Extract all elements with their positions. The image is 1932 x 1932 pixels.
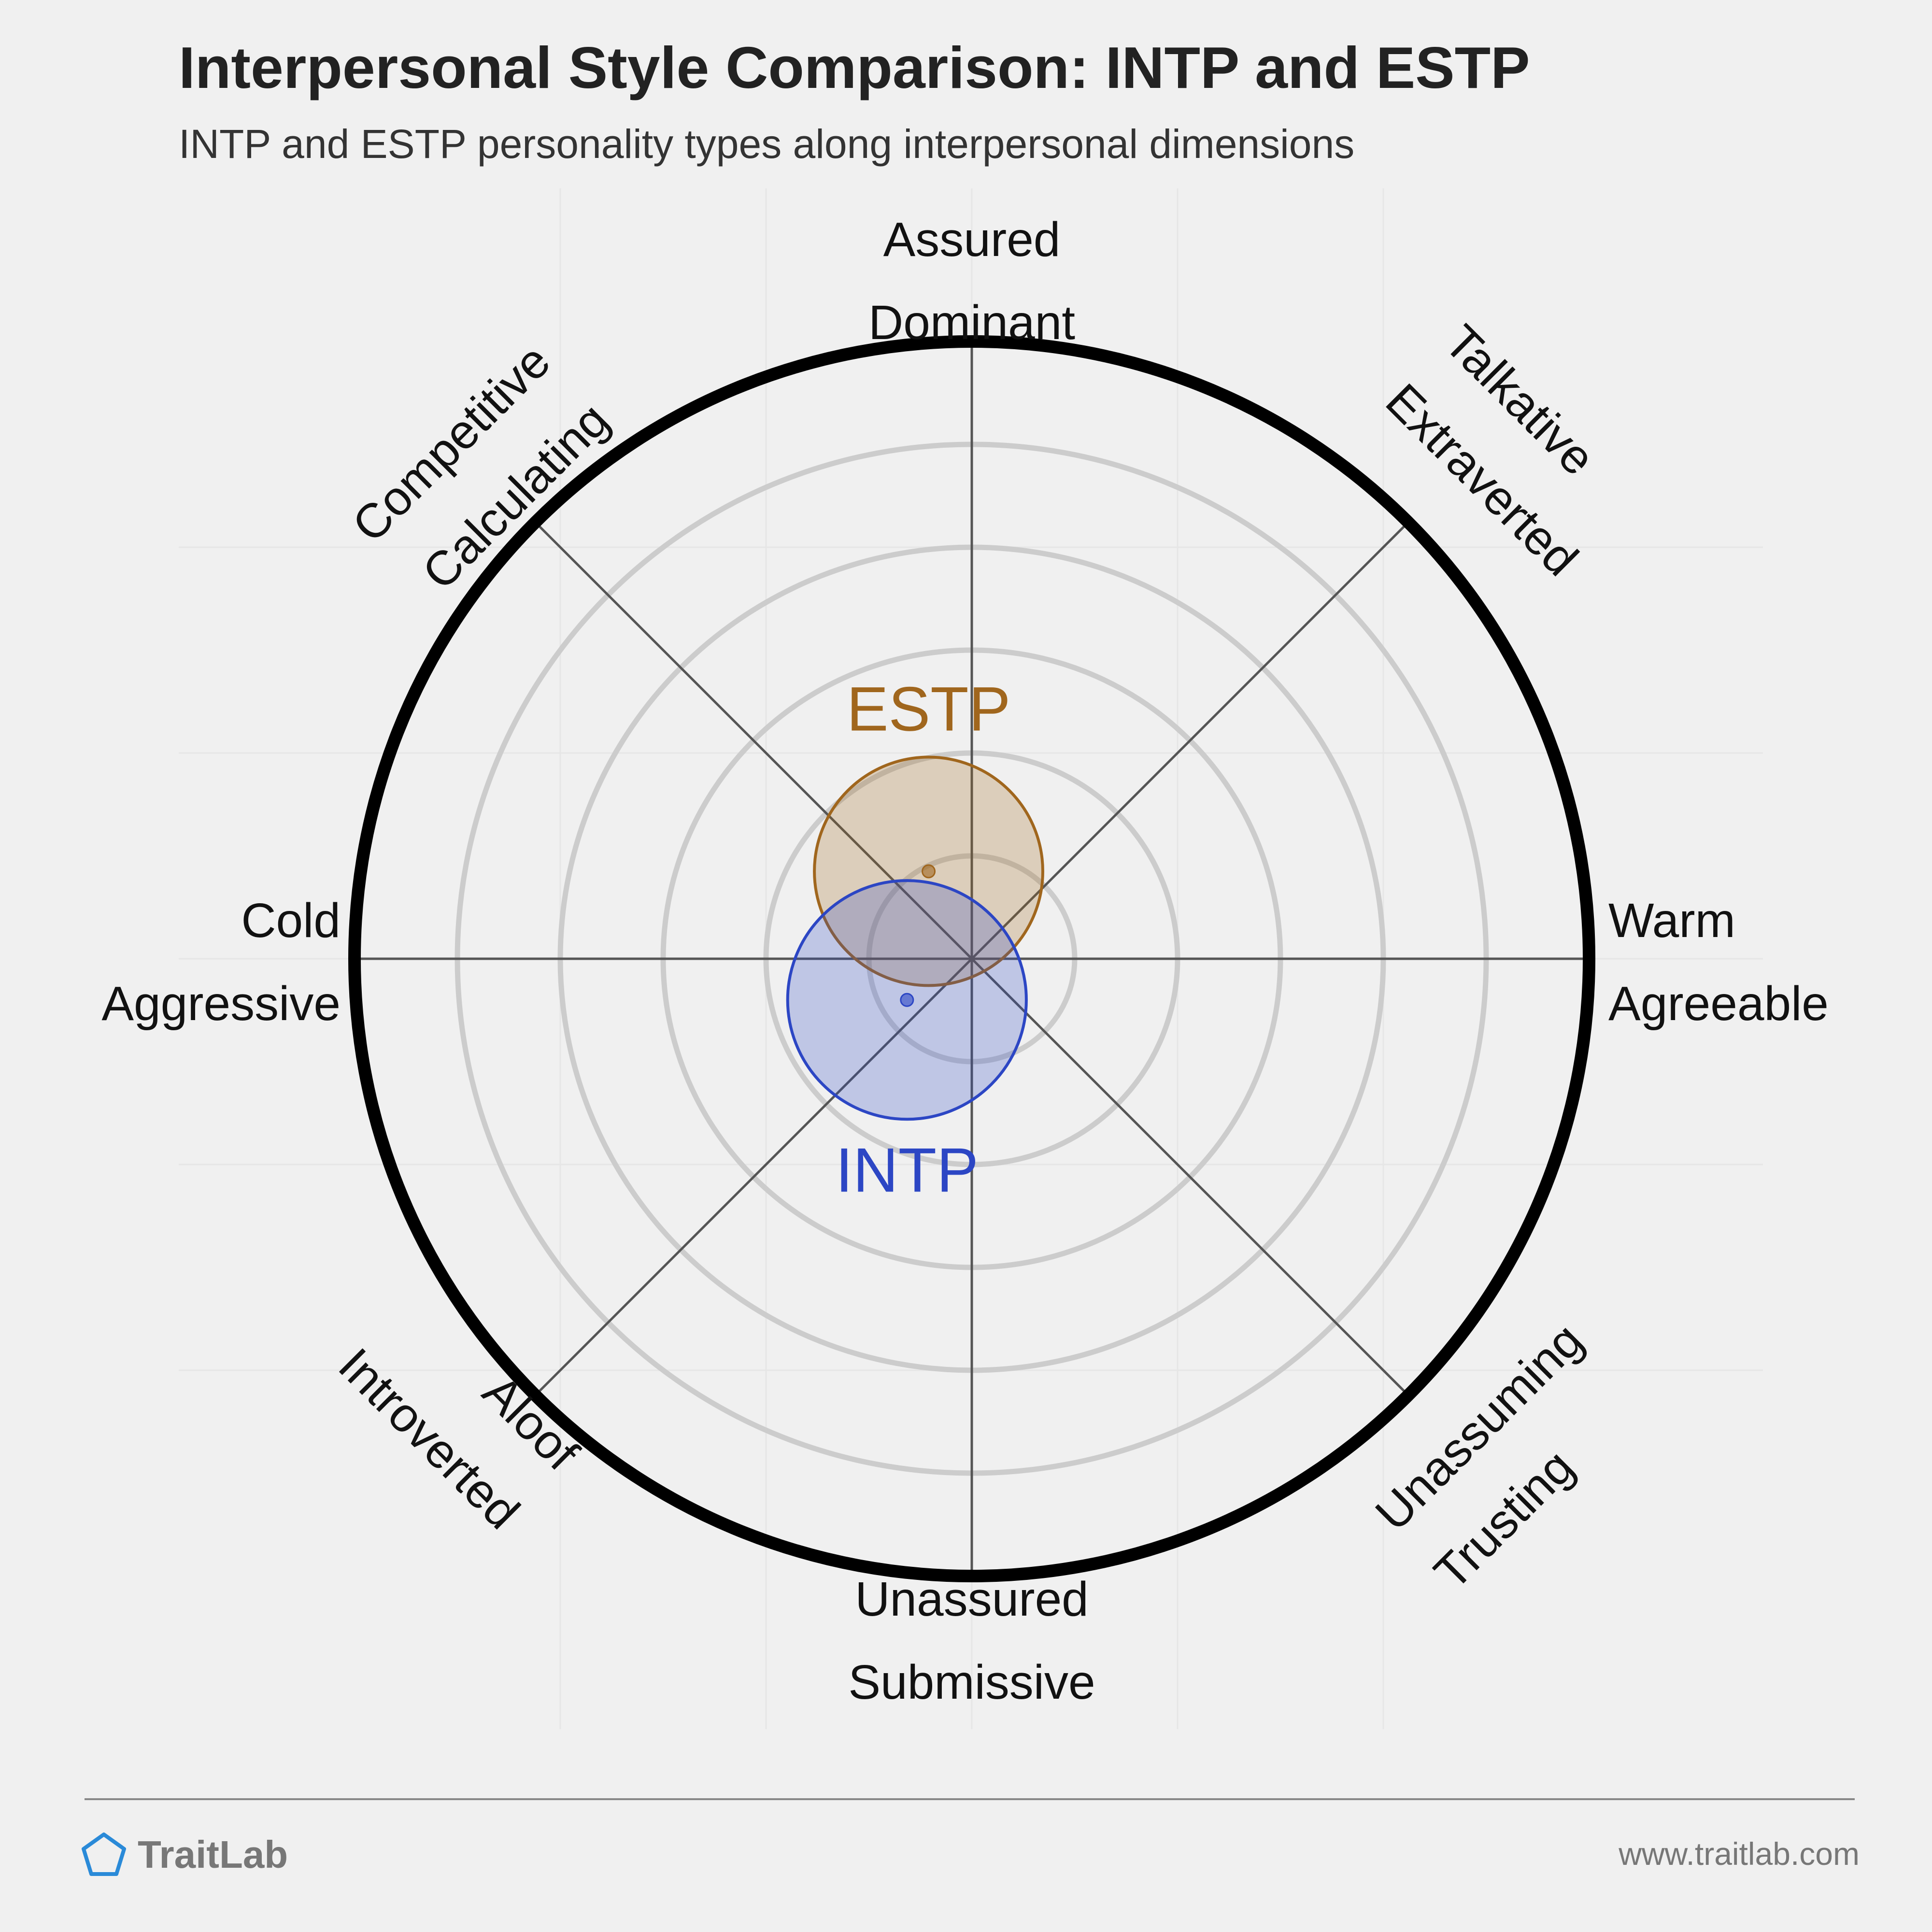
brand[interactable]: TraitLab [80, 1831, 288, 1879]
axis-label-right-line-2: Agreeable [1608, 977, 1829, 1031]
axis-label-top-line-2: Dominant [868, 296, 1075, 350]
axis-label-top: Assured Dominant [868, 213, 1075, 350]
axis-line-bottom-right [971, 958, 1409, 1396]
outer-circle [348, 335, 1595, 1582]
axis-label-bottom-left-line-2: Introverted [328, 1338, 530, 1539]
brand-name: TraitLab [138, 1833, 288, 1876]
axis-line-bottom-left [534, 958, 973, 1396]
axis-label-right-line-1: Warm [1608, 894, 1735, 948]
axis-label-right: Warm Agreeable [1608, 894, 1829, 1031]
axis-label-bottom-line-2: Submissive [848, 1655, 1095, 1709]
axis-lines [355, 341, 1589, 1576]
axis-label-left: Cold Aggressive [101, 894, 341, 1031]
chart-subtitle: INTP and ESTP personality types along in… [179, 121, 1355, 167]
interpersonal-circle-chart: ESTP INTP Assured Dominant Unassured Submiss… [101, 213, 1829, 1709]
series-label-estp: ESTP [847, 674, 1011, 744]
pentagon-logo-icon [82, 1833, 126, 1876]
axis-label-left-line-2: Aggressive [101, 977, 341, 1031]
series-layer: ESTP INTP [786, 674, 1044, 1205]
series-label-intp: INTP [836, 1135, 979, 1205]
axis-label-bottom-line-1: Unassured [855, 1572, 1089, 1626]
chart-title: Interpersonal Style Comparison: INTP and… [179, 35, 1530, 100]
axis-label-bottom: Unassured Submissive [848, 1572, 1095, 1709]
site-url[interactable]: www.traitlab.com [1619, 1836, 1860, 1872]
data-point-estp [922, 864, 936, 879]
outer-boundary-circle [348, 335, 1595, 1582]
axis-line-top-right [971, 521, 1409, 960]
data-point-intp [900, 993, 914, 1007]
axis-label-left-line-1: Cold [241, 894, 341, 948]
axis-label-top-line-1: Assured [883, 213, 1061, 267]
axis-line-top-left [534, 521, 973, 960]
footer-divider [85, 1798, 1855, 1800]
